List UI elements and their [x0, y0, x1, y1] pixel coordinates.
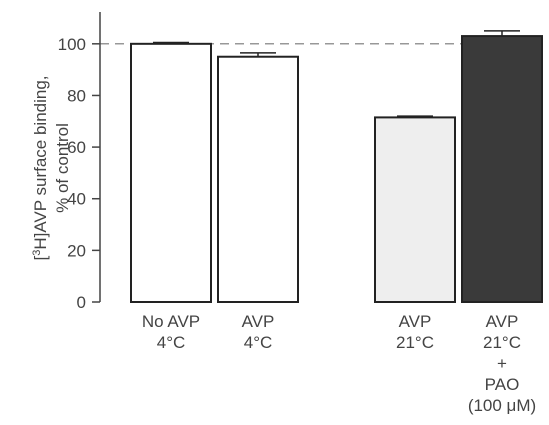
bar-1: [130, 42, 212, 304]
category-label-3: AVP 21°C: [396, 312, 434, 352]
bar-2: [217, 55, 299, 303]
y-axis-title-line2: % of control: [53, 123, 72, 213]
bar-4: [461, 35, 543, 304]
y-tick-label-100: 100: [58, 35, 86, 54]
y-tick-label-80: 80: [67, 86, 86, 105]
category-label-4: AVP 21°C + PAO (100 μM): [468, 312, 536, 415]
bar-3: [374, 116, 456, 304]
y-tick-label-20: 20: [67, 241, 86, 260]
y-axis-title: [3H]AVP surface binding, % of control: [31, 75, 72, 260]
y-tick-label-60: 60: [67, 138, 86, 157]
y-tick-label-40: 40: [67, 190, 86, 209]
category-label-2: AVP 4°C: [242, 312, 275, 352]
category-label-1: No AVP 4°C: [142, 312, 200, 352]
y-tick-label-0: 0: [77, 293, 86, 312]
y-axis-title-line1: [3H]AVP surface binding,: [31, 75, 50, 260]
